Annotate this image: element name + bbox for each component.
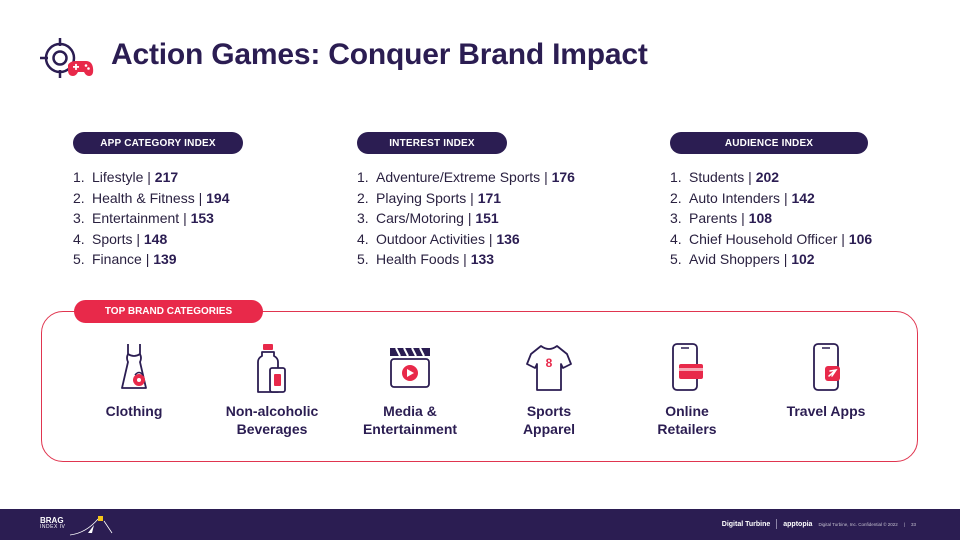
apptopia-logo: apptopia — [783, 520, 813, 528]
audience-index-heading: AUDIENCE INDEX — [670, 132, 868, 154]
clapperboard-icon — [390, 347, 430, 388]
brand-category-label: Travel Apps — [786, 403, 866, 419]
brand-category-label: Online Retailers — [657, 403, 717, 437]
interest-index-heading: INTEREST INDEX — [357, 132, 507, 154]
brand-categories-heading: TOP BRAND CATEGORIES — [74, 300, 263, 323]
brand-category-sports-apparel: 8 Sports Apparel — [484, 340, 614, 438]
list-item: 2. Playing Sports | 171 — [357, 189, 502, 206]
audience-index-list: 1. Students | 202 2. Auto Intenders | 142 … — [670, 167, 872, 270]
list-item: 1. Adventure/Extreme Sports | 176 — [357, 169, 575, 185]
brand-category-beverages: Non-alcoholic Beverages — [207, 340, 337, 438]
brand-category-travel-apps: Travel Apps — [761, 340, 891, 420]
target-gamepad-icon — [40, 38, 94, 78]
list-item: 1. Lifestyle | 217 — [73, 169, 179, 185]
brand-category-label: Sports Apparel — [522, 403, 576, 437]
page-number: 33 — [910, 521, 916, 527]
brand-category-label: Non-alcoholic Beverages — [225, 403, 319, 437]
footer-page-divider: | — [903, 521, 905, 527]
brand-category-label: Clothing — [105, 403, 163, 419]
list-item: 1. Students | 202 — [670, 169, 780, 185]
footer-right: Digital Turbine apptopia Digital Turbine… — [722, 519, 916, 529]
jersey-number: 8 — [546, 356, 553, 370]
brag-swoosh-icon — [69, 516, 113, 536]
phone-plane-icon — [813, 343, 840, 391]
list-item: 3. Cars/Motoring | 151 — [357, 210, 499, 226]
jersey-icon: 8 — [526, 345, 572, 391]
brand-category-online-retailers: Online Retailers — [622, 340, 752, 438]
app-category-index-list: 1. Lifestyle | 217 2. Health & Fitness | 1… — [73, 167, 243, 270]
interest-index-list: 1. Adventure/Extreme Sports | 176 2. Playi… — [357, 167, 575, 270]
app-category-index: APP CATEGORY INDEX 1. Lifestyle | 217 2. H… — [73, 132, 243, 270]
list-item: 3. Entertainment | 153 — [73, 210, 214, 226]
list-item: 4. Chief Household Officer | 106 — [670, 230, 873, 247]
page-title: Action Games: Conquer Brand Impact — [111, 38, 648, 71]
footer-bar: BRAG INDEX IV Digital Turbine apptopia D… — [0, 509, 960, 540]
list-item: 4. Sports | 148 — [73, 230, 168, 247]
list-item: 2. Health & Fitness | 194 — [73, 189, 230, 206]
confidential-text: Digital Turbine, Inc. Confidential © 202… — [818, 521, 898, 527]
beverage-bottle-icon — [257, 344, 286, 393]
dress-icon — [121, 344, 147, 389]
app-category-index-heading: APP CATEGORY INDEX — [73, 132, 243, 154]
brand-category-label: Media & Entertainment — [362, 403, 458, 437]
list-item: 5. Avid Shoppers | 102 — [670, 251, 815, 267]
list-item: 5. Health Foods | 133 — [357, 251, 495, 267]
brand-category-media: Media & Entertainment — [345, 340, 475, 438]
interest-index: INTEREST INDEX 1. Adventure/Extreme Sport… — [357, 132, 575, 270]
list-item: 5. Finance | 139 — [73, 251, 177, 267]
digital-turbine-logo: Digital Turbine — [721, 520, 771, 528]
brand-category-clothing: Clothing — [69, 340, 199, 420]
audience-index: AUDIENCE INDEX 1. Students | 202 2. Auto I… — [670, 132, 872, 270]
list-item: 4. Outdoor Activities | 136 — [357, 230, 520, 247]
footer-divider — [776, 519, 778, 529]
brand-categories-panel — [41, 311, 918, 462]
list-item: 2. Auto Intenders | 142 — [670, 189, 815, 206]
brag-logo: BRAG INDEX IV — [40, 516, 66, 531]
list-item: 3. Parents | 108 — [670, 210, 773, 226]
phone-card-icon — [672, 343, 703, 391]
